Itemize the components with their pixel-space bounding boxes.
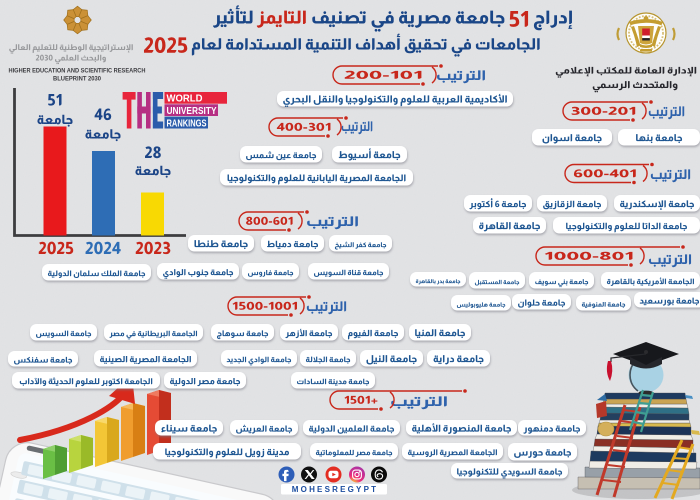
svg-text:MOHESREGYPT: MOHESREGYPT <box>292 485 378 494</box>
svg-text:UNIVERSITY: UNIVERSITY <box>167 105 217 117</box>
svg-text:WORLD: WORLD <box>167 93 203 105</box>
svg-text:HIGHER EDUCATION AND SCIENTIFI: HIGHER EDUCATION AND SCIENTIFIC RESEARCH <box>9 68 146 75</box>
svg-text:RANKINGS: RANKINGS <box>167 118 207 130</box>
svg-text:BLUEPRINT 2030: BLUEPRINT 2030 <box>53 76 101 83</box>
